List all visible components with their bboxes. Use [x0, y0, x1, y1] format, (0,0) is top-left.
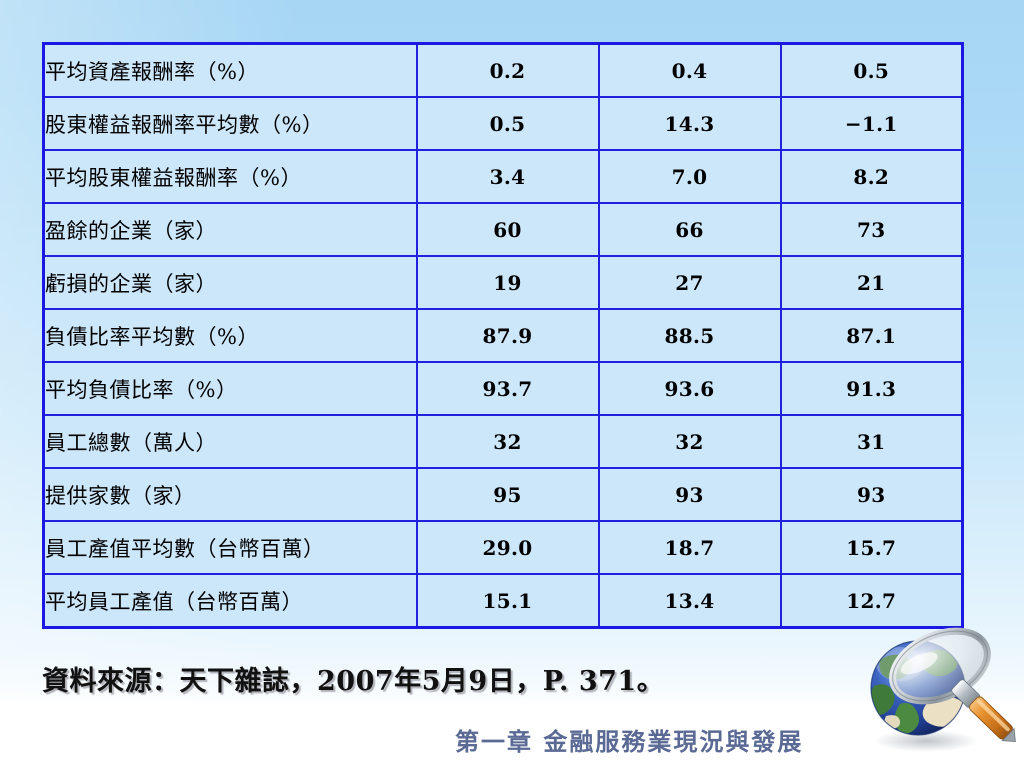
row-value-col3: 87.1: [779, 308, 963, 363]
row-value-col3: −1.1: [779, 96, 963, 151]
row-value-col2: 7.0: [597, 149, 782, 204]
row-label: 虧損的企業（家）: [43, 255, 418, 310]
row-value-col2: 13.4: [597, 573, 782, 628]
globe-magnifier-icon: [856, 608, 1024, 768]
row-value-col2: 0.4: [597, 43, 782, 98]
row-label: 盈餘的企業（家）: [43, 202, 418, 257]
row-value-col1: 0.5: [415, 96, 600, 151]
row-value-col1: 60: [415, 202, 600, 257]
row-value-col1: 32: [415, 414, 600, 469]
row-value-col1: 0.2: [415, 43, 600, 98]
row-value-col1: 95: [415, 467, 600, 522]
row-label: 提供家數（家）: [43, 467, 418, 522]
row-label: 股東權益報酬率平均數（%）: [43, 96, 418, 151]
table-row: 盈餘的企業（家） 60 66 73: [43, 202, 963, 257]
row-value-col3: 21: [779, 255, 963, 310]
row-value-col2: 93: [597, 467, 782, 522]
row-value-col1: 29.0: [415, 520, 600, 575]
source-citation: 資料來源：天下雜誌，2007年5月9日，P. 371。: [42, 666, 665, 697]
row-value-col2: 93.6: [597, 361, 782, 416]
table-row: 平均負債比率（%） 93.7 93.6 91.3: [43, 361, 963, 416]
table-row: 員工總數（萬人） 32 32 31: [43, 414, 963, 469]
row-value-col2: 14.3: [597, 96, 782, 151]
table-body: 平均資產報酬率（%） 0.2 0.4 0.5 股東權益報酬率平均數（%） 0.5…: [43, 43, 963, 628]
row-value-col1: 87.9: [415, 308, 600, 363]
row-value-col3: 15.7: [779, 520, 963, 575]
row-value-col3: 0.5: [779, 43, 963, 98]
table-row: 平均資產報酬率（%） 0.2 0.4 0.5: [43, 43, 963, 98]
row-label: 平均股東權益報酬率（%）: [43, 149, 418, 204]
table-row: 虧損的企業（家） 19 27 21: [43, 255, 963, 310]
row-value-col1: 93.7: [415, 361, 600, 416]
row-label: 平均負債比率（%）: [43, 361, 418, 416]
table-row: 提供家數（家） 95 93 93: [43, 467, 963, 522]
row-value-col3: 12.7: [779, 573, 963, 628]
row-value-col3: 73: [779, 202, 963, 257]
financial-statistics-table: 平均資產報酬率（%） 0.2 0.4 0.5 股東權益報酬率平均數（%） 0.5…: [42, 42, 964, 629]
table-row: 平均員工產值（台幣百萬） 15.1 13.4 12.7: [43, 573, 963, 628]
row-value-col3: 8.2: [779, 149, 963, 204]
row-value-col1: 3.4: [415, 149, 600, 204]
row-value-col3: 91.3: [779, 361, 963, 416]
row-label: 平均員工產值（台幣百萬）: [43, 573, 418, 628]
table-row: 平均股東權益報酬率（%） 3.4 7.0 8.2: [43, 149, 963, 204]
row-label: 平均資產報酬率（%）: [43, 43, 418, 98]
table-row: 股東權益報酬率平均數（%） 0.5 14.3 −1.1: [43, 96, 963, 151]
chapter-footer: 第一章 金融服務業現況與發展: [455, 727, 804, 756]
row-value-col1: 19: [415, 255, 600, 310]
row-value-col3: 31: [779, 414, 963, 469]
row-value-col2: 32: [597, 414, 782, 469]
table-row: 負債比率平均數（%） 87.9 88.5 87.1: [43, 308, 963, 363]
row-label: 負債比率平均數（%）: [43, 308, 418, 363]
row-value-col1: 15.1: [415, 573, 600, 628]
row-label: 員工產值平均數（台幣百萬）: [43, 520, 418, 575]
row-label: 員工總數（萬人）: [43, 414, 418, 469]
row-value-col2: 66: [597, 202, 782, 257]
row-value-col2: 88.5: [597, 308, 782, 363]
row-value-col2: 18.7: [597, 520, 782, 575]
table-row: 員工產值平均數（台幣百萬） 29.0 18.7 15.7: [43, 520, 963, 575]
row-value-col3: 93: [779, 467, 963, 522]
row-value-col2: 27: [597, 255, 782, 310]
